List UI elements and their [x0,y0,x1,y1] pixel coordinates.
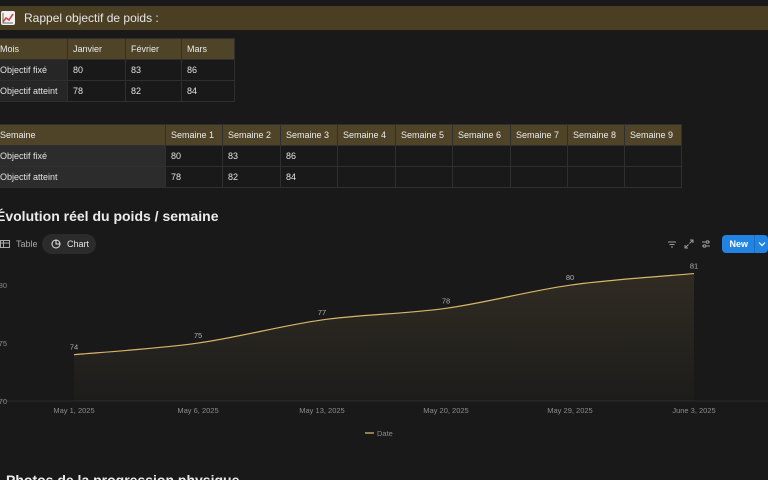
table-header[interactable]: Semaine [0,124,166,146]
table-cell[interactable]: Objectif atteint [0,80,68,102]
new-button-label: New [729,239,748,249]
table-cell[interactable]: Objectif fixé [0,59,68,81]
table-cell[interactable] [567,166,625,188]
expand-icon[interactable] [680,236,697,253]
x-tick-label: May 13, 2025 [299,406,344,415]
weight-chart: 70 75 80 74 75 77 78 80 81 May 1, 2025 May 6, 2025… [0,262,768,438]
table-icon [0,240,10,248]
chart-increasing-icon [1,11,15,25]
data-label: 74 [70,343,78,352]
table-header[interactable]: Semaine 8 [567,124,625,146]
table-header[interactable]: Janvier [67,38,126,60]
x-tick-label: May 20, 2025 [423,406,468,415]
legend-label: Date [377,429,393,438]
y-tick-label: 75 [0,339,7,348]
table-row: Objectif atteint 78 82 84 [0,166,682,188]
table-cell[interactable]: 84 [280,166,338,188]
table-cell[interactable]: 82 [222,166,281,188]
tab-chart[interactable]: Chart [42,234,96,254]
table-cell[interactable]: Objectif atteint [0,166,166,188]
table-cell[interactable] [337,166,396,188]
series-line [73,272,695,356]
table-header[interactable]: Semaine 2 [222,124,281,146]
table-header[interactable]: Semaine 7 [510,124,568,146]
table-cell[interactable]: 78 [67,80,126,102]
table-header[interactable]: Semaine 3 [280,124,338,146]
new-button[interactable]: New [722,235,768,253]
x-tick-label: June 3, 2025 [672,406,715,415]
settings-sliders-icon[interactable] [697,236,714,253]
table-cell[interactable] [395,166,453,188]
table-cell[interactable]: 86 [280,145,338,167]
area-fill [74,273,694,401]
next-section-title: Photos de la progression physique [6,472,240,480]
section-title: Évolution réel du poids / semaine [0,208,219,224]
table-cell[interactable]: 83 [125,59,182,81]
x-tick-label: May 1, 2025 [53,406,94,415]
table-cell[interactable]: Objectif fixé [0,145,166,167]
table-header[interactable]: Mars [181,38,235,60]
table-header[interactable]: Semaine 1 [165,124,223,146]
table-cell[interactable] [567,145,625,167]
data-label: 78 [442,296,450,305]
data-label: 77 [318,308,326,317]
table-row: Objectif atteint 78 82 84 [0,80,235,102]
table-row: Objectif fixé 80 83 86 [0,145,682,167]
table-cell[interactable] [624,166,682,188]
tab-table[interactable]: Table [0,234,38,254]
data-label: 75 [194,331,202,340]
table-cell[interactable] [624,145,682,167]
tab-chart-label: Chart [67,239,90,249]
data-label: 80 [566,273,574,282]
table-cell[interactable]: 80 [67,59,126,81]
table-cell[interactable]: 86 [181,59,235,81]
table-cell[interactable] [510,166,568,188]
monthly-goals-table: Mois Janvier Février Mars Objectif fixé … [0,38,235,102]
weekly-goals-table: Semaine Semaine 1 Semaine 2 Semaine 3 Se… [0,124,682,188]
table-header[interactable]: Semaine 9 [624,124,682,146]
database-view-bar: Table Chart New [0,234,768,254]
y-tick-label: 70 [0,397,7,406]
x-tick-label: May 6, 2025 [177,406,218,415]
table-header[interactable]: Mois [0,38,68,60]
table-row: Objectif fixé 80 83 86 [0,59,235,81]
view-toolbar: New [663,234,768,254]
table-cell[interactable] [510,145,568,167]
chevron-down-icon[interactable] [754,235,768,253]
table-cell[interactable] [452,166,511,188]
table-cell[interactable]: 80 [165,145,223,167]
y-tick-label: 80 [0,281,7,290]
table-cell[interactable]: 78 [165,166,223,188]
filter-icon[interactable] [663,236,680,253]
table-cell[interactable]: 82 [125,80,182,102]
table-cell[interactable] [337,145,396,167]
pie-chart-icon [51,239,61,249]
x-tick-label: May 29, 2025 [547,406,592,415]
table-header[interactable]: Semaine 5 [395,124,453,146]
table-cell[interactable]: 83 [222,145,281,167]
table-cell[interactable] [452,145,511,167]
data-label: 81 [690,262,698,271]
table-header[interactable]: Semaine 4 [337,124,396,146]
table-cell[interactable]: 84 [181,80,235,102]
tab-table-label: Table [16,239,38,249]
goal-reminder-callout: Rappel objectif de poids : [0,6,768,30]
callout-text: Rappel objectif de poids : [24,11,159,25]
table-header[interactable]: Février [125,38,182,60]
table-header[interactable]: Semaine 6 [452,124,511,146]
table-cell[interactable] [395,145,453,167]
